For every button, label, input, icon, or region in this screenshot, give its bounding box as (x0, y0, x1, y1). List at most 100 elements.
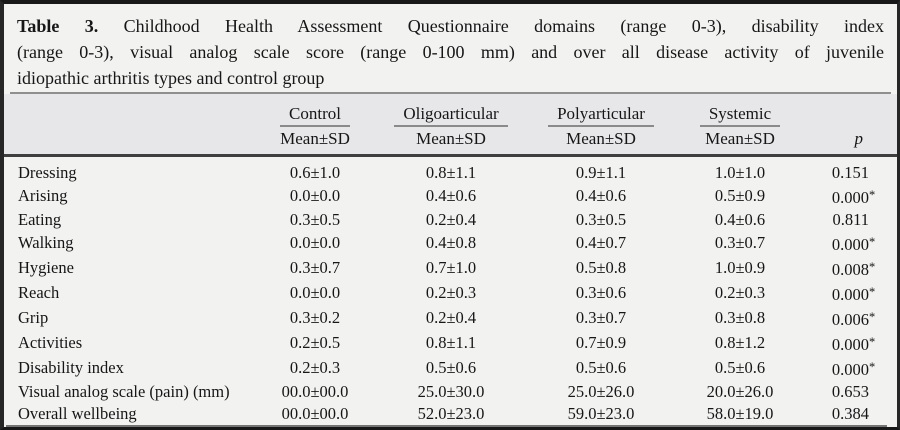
value-cell: 0.3±0.6 (575, 283, 627, 302)
value-cell: 0.4±0.7 (575, 233, 627, 252)
value-cell: 1.0±1.0 (714, 162, 766, 182)
p-value-cell: 0.000* (831, 187, 876, 207)
empty-header-cell (804, 94, 897, 127)
caption-line-3: idiopathic arthritis types and control g… (17, 68, 325, 88)
empty-header-cell (4, 94, 254, 127)
value-cell: 0.5±0.6 (714, 358, 766, 377)
p-value-cell: 0.000* (831, 234, 876, 254)
table-row-walking: Walking 0.0±0.0 0.4±0.8 0.4±0.7 0.3±0.7 … (4, 231, 897, 256)
value-cell: 0.3±0.8 (714, 308, 766, 327)
value-cell: 0.3±0.5 (289, 209, 341, 229)
value-cell: 0.7±1.0 (425, 258, 477, 277)
value-cell: 0.7±0.9 (575, 333, 627, 352)
subheader-mean-sd: Mean±SD (676, 127, 804, 157)
top-rule (10, 92, 891, 94)
value-cell: 0.8±1.2 (714, 333, 766, 352)
caption-line-1-text: Childhood Health Assessment Questionnair… (123, 16, 884, 36)
table-number-label: Table 3. (17, 16, 99, 36)
empty-header-cell (4, 127, 254, 157)
value-cell: 00.0±00.0 (281, 403, 349, 423)
value-cell: 0.3±0.2 (289, 308, 341, 327)
table-body: Dressing 0.6±1.0 0.8±1.1 0.9±1.1 1.0±1.0… (4, 155, 897, 425)
p-value-cell: 0.384 (831, 403, 869, 423)
value-cell: 0.2±0.3 (289, 358, 341, 377)
value-cell: 59.0±23.0 (567, 403, 635, 423)
value-cell: 25.0±30.0 (417, 381, 485, 401)
column-header-oligoarticular: Oligoarticular (376, 94, 526, 127)
column-header-control: Control (254, 94, 376, 127)
value-cell: 0.2±0.3 (425, 283, 477, 302)
value-cell: 0.5±0.6 (575, 358, 627, 377)
value-cell: 1.0±0.9 (714, 258, 766, 277)
row-label: Walking (18, 233, 74, 252)
value-cell: 0.2±0.5 (289, 333, 341, 352)
data-table: Control Oligoarticular Polyarticular Sys… (4, 94, 897, 425)
value-cell: 0.2±0.3 (714, 283, 766, 302)
value-cell: 0.8±1.1 (425, 162, 477, 182)
table-row-arising: Arising 0.0±0.0 0.4±0.6 0.4±0.6 0.5±0.9 … (4, 184, 897, 209)
table-footnote: SD: Standard deviation; * p value <0.05 … (4, 427, 897, 428)
table-row-activities: Activities 0.2±0.5 0.8±1.1 0.7±0.9 0.8±1… (4, 331, 897, 356)
subheader-mean-sd: Mean±SD (526, 127, 676, 157)
p-column-header: p (804, 127, 897, 157)
table-row-visual-analog-scale: Visual analog scale (pain) (mm) 00.0±00.… (4, 381, 897, 403)
row-label: Disability index (18, 358, 124, 377)
value-cell: 0.3±0.7 (714, 233, 766, 252)
p-value-cell: 0.653 (831, 381, 869, 401)
row-label: Eating (18, 209, 62, 229)
table-row-overall-wellbeing: Overall wellbeing 00.0±00.0 52.0±23.0 59… (4, 403, 897, 425)
row-label: Visual analog scale (pain) (mm) (18, 381, 230, 401)
value-cell: 0.3±0.5 (575, 209, 627, 229)
group-header-row: Control Oligoarticular Polyarticular Sys… (4, 94, 897, 127)
row-label: Reach (18, 283, 60, 302)
table-row-eating: Eating 0.3±0.5 0.2±0.4 0.3±0.5 0.4±0.6 0… (4, 209, 897, 231)
value-cell: 25.0±26.0 (567, 381, 635, 401)
value-cell: 0.3±0.7 (575, 308, 627, 327)
p-value-cell: 0.008* (831, 259, 876, 279)
row-label: Arising (18, 186, 68, 205)
subheader-mean-sd: Mean±SD (376, 127, 526, 157)
value-cell: 0.0±0.0 (289, 233, 341, 252)
value-cell: 00.0±00.0 (281, 381, 349, 401)
value-cell: 0.3±0.7 (289, 258, 341, 277)
value-cell: 0.0±0.0 (289, 186, 341, 205)
p-value-cell: 0.151 (831, 162, 869, 182)
caption-line-1: Table 3. Childhood Health Assessment Que… (17, 13, 884, 39)
value-cell: 0.4±0.6 (714, 209, 766, 229)
value-cell: 0.9±1.1 (575, 162, 627, 182)
p-value-cell: 0.811 (832, 209, 869, 229)
column-header-systemic: Systemic (676, 94, 804, 127)
table-row-dressing: Dressing 0.6±1.0 0.8±1.1 0.9±1.1 1.0±1.0… (4, 155, 897, 184)
row-label: Grip (18, 308, 49, 327)
p-value-cell: 0.006* (831, 309, 876, 329)
value-cell: 0.4±0.8 (425, 233, 477, 252)
value-cell: 0.5±0.9 (714, 186, 766, 205)
value-cell: 0.4±0.6 (425, 186, 477, 205)
table-caption: Table 3. Childhood Health Assessment Que… (4, 4, 897, 91)
row-label: Overall wellbeing (18, 403, 137, 423)
value-cell: 58.0±19.0 (706, 403, 774, 423)
table-row-reach: Reach 0.0±0.0 0.2±0.3 0.3±0.6 0.2±0.3 0.… (4, 281, 897, 306)
value-cell: 0.4±0.6 (575, 186, 627, 205)
value-cell: 20.0±26.0 (706, 381, 774, 401)
p-value-cell: 0.000* (831, 334, 876, 354)
p-value-cell: 0.000* (831, 284, 876, 304)
value-cell: 0.5±0.6 (425, 358, 477, 377)
subheader-row: Mean±SD Mean±SD Mean±SD Mean±SD p (4, 127, 897, 157)
table-row-disability-index: Disability index 0.2±0.3 0.5±0.6 0.5±0.6… (4, 356, 897, 381)
column-header-polyarticular: Polyarticular (526, 94, 676, 127)
subheader-mean-sd: Mean±SD (254, 127, 376, 157)
footnote-rule (6, 424, 887, 427)
value-cell: 0.5±0.8 (575, 258, 627, 277)
caption-line-2: (range 0-3), visual analog scale score (… (17, 42, 884, 62)
table-header: Control Oligoarticular Polyarticular Sys… (4, 94, 897, 157)
value-cell: 0.2±0.4 (425, 308, 477, 327)
table-row-hygiene: Hygiene 0.3±0.7 0.7±1.0 0.5±0.8 1.0±0.9 … (4, 256, 897, 281)
table-row-grip: Grip 0.3±0.2 0.2±0.4 0.3±0.7 0.3±0.8 0.0… (4, 306, 897, 331)
value-cell: 0.8±1.1 (425, 333, 477, 352)
value-cell: 0.2±0.4 (425, 209, 477, 229)
value-cell: 52.0±23.0 (417, 403, 485, 423)
row-label: Dressing (18, 162, 77, 182)
row-label: Activities (18, 333, 83, 352)
